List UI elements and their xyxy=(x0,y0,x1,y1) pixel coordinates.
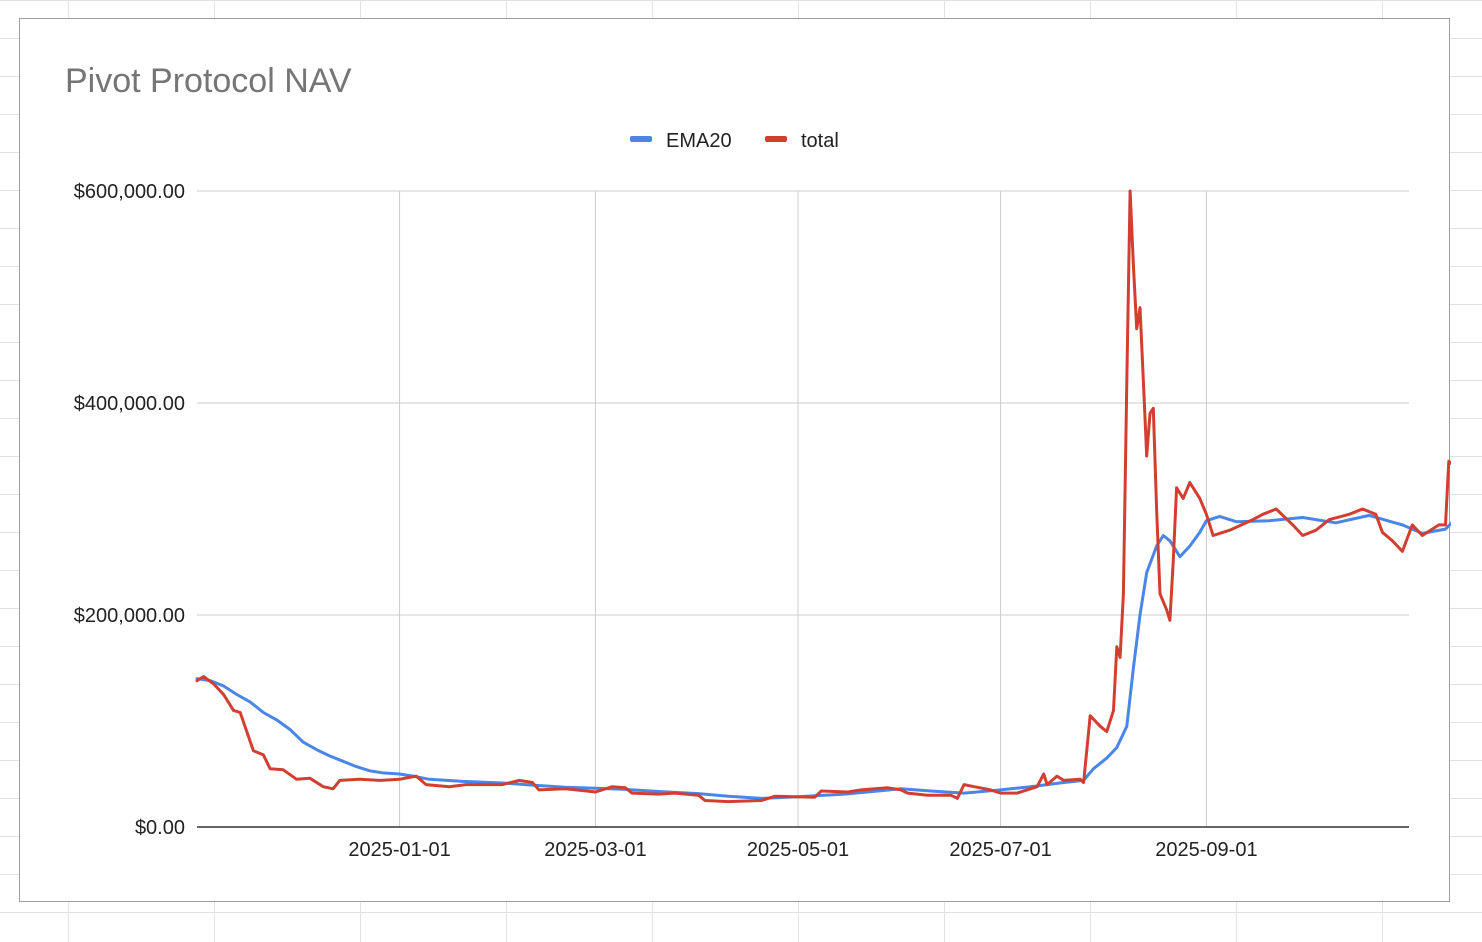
series-line-ema20 xyxy=(195,513,1451,800)
x-tick-label: 2025-01-01 xyxy=(348,839,450,861)
legend-swatch-ema20 xyxy=(630,136,652,142)
y-tick-label: $600,000.00 xyxy=(74,181,185,203)
y-tick-label: $200,000.00 xyxy=(74,605,185,627)
y-tick-label: $0.00 xyxy=(135,817,185,839)
legend: EMA20 total xyxy=(630,130,839,152)
legend-swatch-total xyxy=(765,136,787,142)
y-tick-label: $400,000.00 xyxy=(74,393,185,415)
chart-svg: Pivot Protocol NAV EMA20 total $0.00 $200… xyxy=(65,62,1451,861)
series-lines xyxy=(195,189,1451,804)
x-tick-label: 2025-09-01 xyxy=(1155,839,1257,861)
x-tick-label: 2025-03-01 xyxy=(544,839,646,861)
legend-label-ema20: EMA20 xyxy=(666,130,732,152)
x-tick-label: 2025-05-01 xyxy=(747,839,849,861)
axes: $0.00 $200,000.00 $400,000.00 $600,000.00 20… xyxy=(74,181,1409,861)
series-line-total xyxy=(195,189,1451,804)
grid-lines xyxy=(197,190,1409,827)
x-tick-label: 2025-07-01 xyxy=(949,839,1051,861)
legend-label-total: total xyxy=(801,130,839,152)
chart-frame: Pivot Protocol NAV EMA20 total $0.00 $200… xyxy=(19,18,1451,902)
chart-title: Pivot Protocol NAV xyxy=(65,62,352,100)
